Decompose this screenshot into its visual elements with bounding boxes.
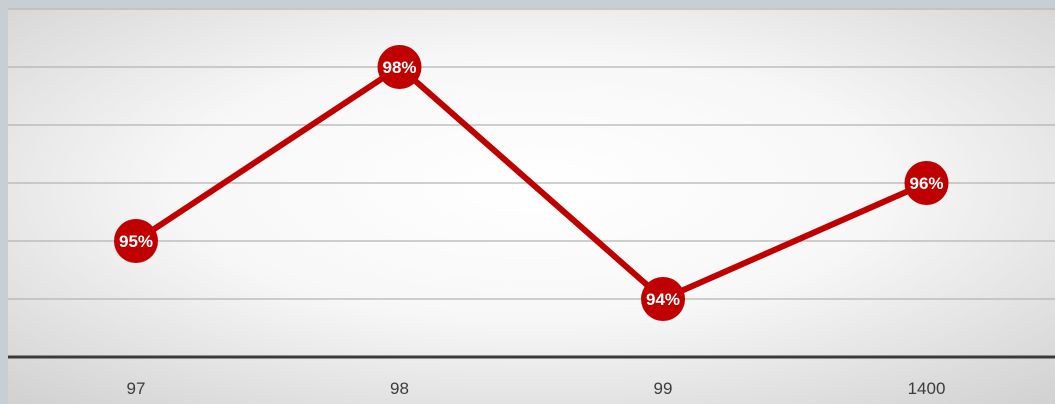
- x-tick-label: 97: [127, 379, 146, 398]
- data-marker: [114, 219, 158, 263]
- data-point: 94%: [641, 277, 685, 321]
- x-tick-label: 98: [390, 379, 409, 398]
- data-label: 98%: [382, 58, 416, 77]
- x-axis-tick-labels: 97 98 99 1400: [127, 379, 946, 398]
- data-marker: [641, 277, 685, 321]
- data-label: 96%: [909, 174, 943, 193]
- data-label: 94%: [646, 290, 680, 309]
- data-marker: [904, 161, 949, 205]
- series-line: [133, 63, 930, 303]
- data-point: 98%: [377, 45, 422, 89]
- x-tick-label: 1400: [908, 379, 946, 398]
- data-point: 95%: [114, 219, 158, 263]
- data-markers: 95% 98% 94% 96%: [114, 45, 949, 321]
- x-tick-label: 99: [654, 379, 673, 398]
- data-label: 95%: [119, 232, 153, 251]
- series-line-layer: [133, 63, 930, 303]
- data-marker: [377, 45, 422, 89]
- data-point: 96%: [904, 161, 949, 205]
